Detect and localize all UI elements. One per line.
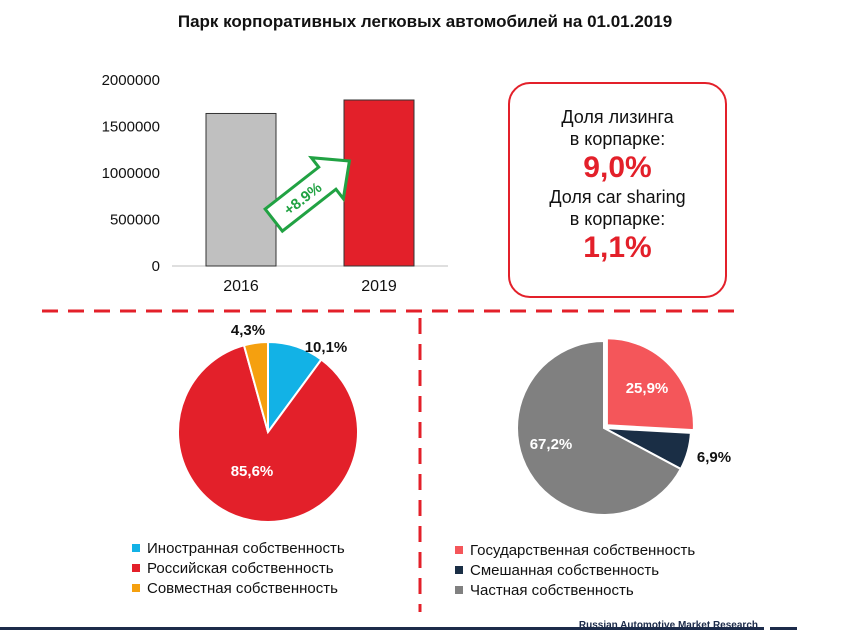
legend-swatch	[132, 564, 140, 572]
carsharing-label-line2: в корпарке:	[569, 209, 666, 229]
legend-pie-2: Государственная собственность Смешанная …	[455, 540, 695, 600]
y-tick-label: 1500000	[102, 119, 160, 136]
legend-label: Российская собственность	[147, 559, 334, 577]
x-tick-label: 2019	[361, 278, 397, 295]
legend-item: Смешанная собственность	[455, 560, 695, 580]
legend-swatch	[132, 584, 140, 592]
x-tick-label: 2016	[223, 278, 259, 295]
arrow-shape	[263, 155, 352, 234]
leasing-value: 9,0%	[583, 151, 652, 184]
legend-swatch	[132, 544, 140, 552]
legend-label: Государственная собственность	[470, 541, 696, 559]
pie-slice	[177, 344, 359, 523]
legend-label: Смешанная собственность	[470, 561, 660, 579]
pie-chart-ownership-russian: 25,9% 6,9% 67,2%	[516, 337, 731, 516]
legend-item: Иностранная собственность	[132, 538, 345, 558]
legend-label: Совместная собственность	[147, 579, 338, 597]
legend-item: Российская собственность	[132, 558, 345, 578]
pie-value-label: 67,2%	[530, 436, 573, 453]
legend-pie-1: Иностранная собственность Российская соб…	[132, 538, 345, 598]
legend-item: Государственная собственность	[455, 540, 695, 560]
footer-line	[0, 627, 764, 630]
bar-2019	[343, 99, 415, 267]
bar-2016	[205, 112, 277, 267]
legend-swatch	[455, 586, 463, 594]
footer-line-end	[770, 627, 797, 630]
y-tick-label: 2000000	[102, 72, 160, 89]
pie-slice	[605, 337, 695, 432]
legend-swatch	[455, 566, 463, 574]
info-box: Доля лизинга в корпарке: 9,0% Доля car s…	[508, 82, 727, 298]
carsharing-value: 1,1%	[583, 231, 652, 264]
leasing-label-line2: в корпарке:	[569, 129, 666, 149]
leasing-label-line1: Доля лизинга	[561, 107, 674, 127]
legend-label: Иностранная собственность	[147, 539, 345, 557]
pie-value-label: 6,9%	[697, 449, 731, 466]
y-tick-label: 1000000	[102, 165, 160, 182]
legend-swatch	[455, 546, 463, 554]
pie-value-label: 4,3%	[231, 322, 265, 339]
legend-item: Частная собственность	[455, 580, 695, 600]
pie-value-label: 85,6%	[231, 463, 274, 480]
bar-chart: 0 500000 1000000 1500000 2000000 2016 2019 +8.9…	[102, 72, 448, 295]
growth-arrow: +8.9%	[263, 155, 352, 234]
y-tick-label: 500000	[110, 212, 160, 229]
pie-slice	[242, 340, 269, 433]
carsharing-label-line1: Доля car sharing	[549, 187, 686, 207]
legend-label: Частная собственность	[470, 581, 634, 599]
y-tick-label: 0	[152, 258, 160, 275]
pie-value-label: 10,1%	[305, 339, 348, 356]
legend-item: Совместная собственность	[132, 578, 345, 598]
chart-title: Парк корпоративных легковых автомобилей …	[177, 12, 673, 31]
pie-chart-ownership: 10,1% 85,6% 4,3%	[177, 322, 359, 523]
pie-slice	[516, 339, 683, 516]
pie-value-label: 25,9%	[626, 380, 669, 397]
footer-source: Russian Automotive Market Research	[578, 620, 758, 631]
